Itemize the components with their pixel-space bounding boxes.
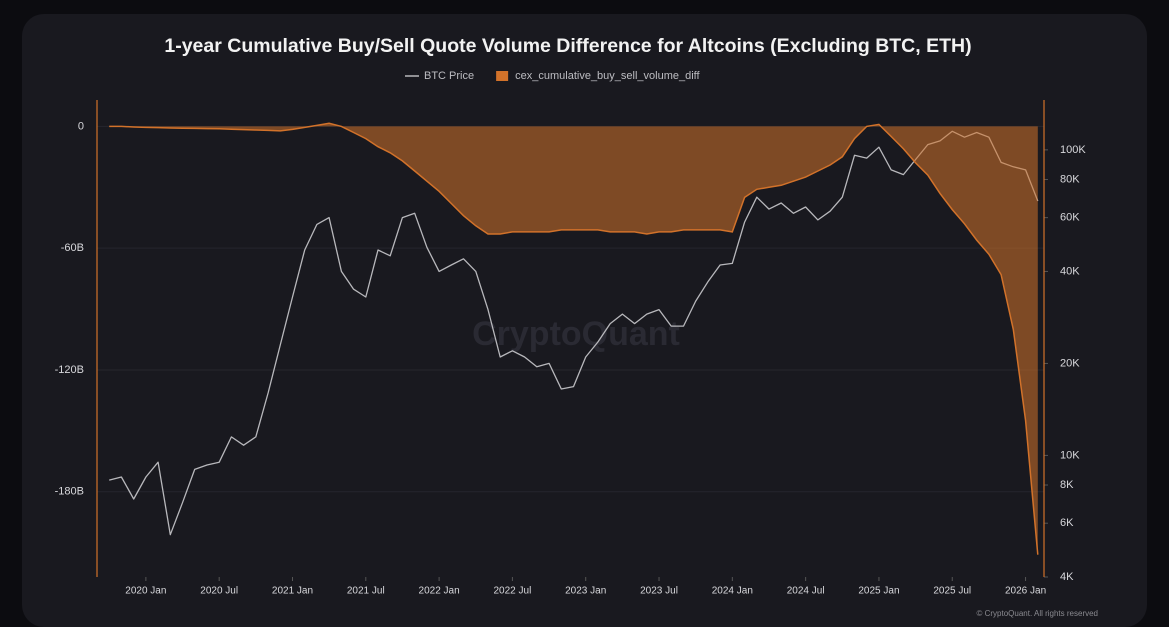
x-tick-label: 2022 Jul bbox=[494, 586, 532, 597]
y2-tick-label: 100K bbox=[1060, 144, 1086, 156]
x-tick-label: 2025 Jul bbox=[933, 586, 971, 597]
y2-tick-label: 80K bbox=[1060, 173, 1080, 185]
legend-swatch bbox=[496, 71, 509, 81]
price-line bbox=[109, 130, 1039, 536]
area-fill bbox=[109, 123, 1038, 555]
x-tick-label: 2021 Jan bbox=[272, 586, 313, 597]
legend-label: BTC Price bbox=[424, 70, 474, 82]
x-tick-label: 2026 Jan bbox=[1005, 586, 1046, 597]
y2-tick-label: 4K bbox=[1060, 571, 1074, 583]
y-tick-label: -120B bbox=[55, 364, 84, 376]
chart-title: 1-year Cumulative Buy/Sell Quote Volume … bbox=[164, 35, 971, 57]
y2-tick-label: 40K bbox=[1060, 265, 1080, 277]
x-tick-label: 2024 Jul bbox=[787, 586, 825, 597]
x-tick-label: 2024 Jan bbox=[712, 586, 753, 597]
legend: BTC Price cex_cumulative_buy_sell_volume_… bbox=[405, 70, 701, 82]
x-tick-label: 2020 Jan bbox=[125, 586, 166, 597]
x-tick-label: 2021 Jul bbox=[347, 586, 385, 597]
area-edge bbox=[109, 122, 1039, 555]
x-tick-label: 2023 Jul bbox=[640, 586, 678, 597]
y2-tick-label: 8K bbox=[1060, 479, 1074, 491]
x-tick-label: 2020 Jul bbox=[200, 586, 238, 597]
legend-label: cex_cumulative_buy_sell_volume_diff bbox=[515, 70, 700, 82]
y-tick-label: 0 bbox=[78, 120, 84, 132]
y2-tick-label: 10K bbox=[1060, 449, 1080, 461]
y-tick-label: -60B bbox=[61, 242, 84, 254]
panel bbox=[22, 14, 1147, 627]
x-tick-label: 2022 Jan bbox=[419, 586, 460, 597]
y2-tick-label: 20K bbox=[1060, 357, 1080, 369]
watermark: CryptoQuant bbox=[472, 315, 680, 353]
credit: © CryptoQuant. All rights reserved bbox=[977, 609, 1099, 618]
x-tick-label: 2025 Jan bbox=[858, 586, 899, 597]
y-tick-label: -180B bbox=[55, 486, 84, 498]
y2-tick-label: 60K bbox=[1060, 212, 1080, 224]
x-tick-label: 2023 Jan bbox=[565, 586, 606, 597]
y2-tick-label: 6K bbox=[1060, 517, 1074, 529]
